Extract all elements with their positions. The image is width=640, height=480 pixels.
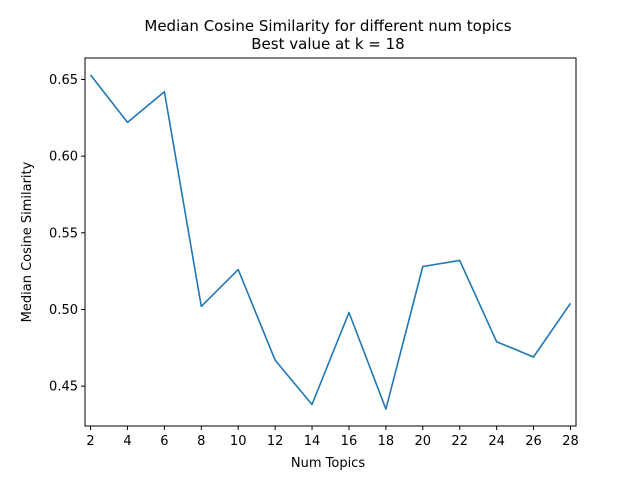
series-line	[89, 74, 572, 410]
y-tick-label: 0.60	[49, 150, 78, 165]
x-tick-label: 2	[86, 434, 94, 449]
y-axis-label: Median Cosine Similarity	[20, 161, 35, 322]
y-axis: 0.45 0.50 0.55 0.60 0.65	[49, 73, 85, 395]
x-tick-label: 12	[267, 434, 284, 449]
y-tick-label: 0.55	[49, 226, 78, 241]
x-axis: 2 4 6 8 10 12 14 16 18 20 22 24 26 28	[86, 426, 579, 449]
chart-title: Median Cosine Similarity for different n…	[144, 17, 511, 35]
x-tick-label: 22	[451, 434, 468, 449]
x-tick-label: 8	[197, 434, 205, 449]
chart-subtitle: Best value at k = 18	[251, 35, 404, 53]
x-tick-label: 4	[123, 434, 131, 449]
x-tick-label: 6	[160, 434, 168, 449]
x-tick-label: 24	[488, 434, 505, 449]
x-tick-label: 28	[562, 434, 579, 449]
x-axis-label: Num Topics	[291, 456, 365, 471]
x-tick-label: 18	[378, 434, 395, 449]
y-tick-label: 0.45	[49, 380, 78, 395]
plot-area	[84, 57, 577, 427]
x-tick-label: 20	[415, 434, 432, 449]
y-tick-label: 0.65	[49, 73, 78, 88]
x-tick-label: 26	[525, 434, 542, 449]
y-tick-label: 0.50	[49, 303, 78, 318]
x-tick-label: 14	[304, 434, 321, 449]
x-tick-label: 16	[341, 434, 358, 449]
x-tick-label: 10	[230, 434, 247, 449]
